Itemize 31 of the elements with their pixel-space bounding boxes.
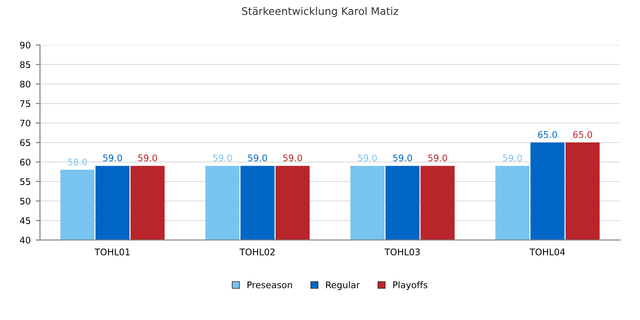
data-label: 59.0 bbox=[503, 154, 522, 162]
data-label: 59.0 bbox=[358, 154, 377, 162]
legend-label: Regular bbox=[326, 281, 360, 290]
chart-title: Stärkeentwicklung Karol Matiz bbox=[242, 6, 398, 18]
data-label: 59.0 bbox=[283, 154, 302, 162]
data-label: 59.0 bbox=[428, 154, 448, 162]
y-tick-label: 55 bbox=[20, 178, 30, 186]
y-tick-label: 75 bbox=[20, 100, 30, 108]
data-label: 59.0 bbox=[138, 154, 158, 162]
data-label: 59.0 bbox=[393, 154, 412, 162]
x-tick-label: TOHL04 bbox=[530, 248, 565, 256]
x-tick-label: TOHL03 bbox=[384, 248, 420, 256]
y-tick-label: 40 bbox=[20, 236, 30, 244]
y-tick-label: 85 bbox=[20, 61, 30, 68]
legend-label: Playoffs bbox=[393, 281, 428, 290]
y-tick-label: 90 bbox=[20, 42, 30, 49]
legend-label: Preseason bbox=[248, 282, 292, 288]
data-label: 59.0 bbox=[213, 154, 232, 162]
x-tick-label: TOHL02 bbox=[240, 248, 275, 256]
y-tick-label: 65 bbox=[20, 139, 30, 146]
y-tick-label: 45 bbox=[20, 217, 30, 224]
data-label: 65.0 bbox=[573, 131, 592, 138]
data-label: 65.0 bbox=[538, 131, 557, 138]
y-tick-label: 50 bbox=[20, 198, 30, 205]
y-tick-label: 80 bbox=[20, 80, 30, 88]
data-label: 59.0 bbox=[103, 154, 122, 162]
data-label: 59.0 bbox=[248, 154, 267, 162]
y-tick-label: 60 bbox=[20, 158, 30, 166]
y-tick-label: 70 bbox=[20, 120, 30, 127]
x-tick-label: TOHL01 bbox=[94, 248, 130, 256]
data-label: 58.0 bbox=[68, 158, 87, 166]
